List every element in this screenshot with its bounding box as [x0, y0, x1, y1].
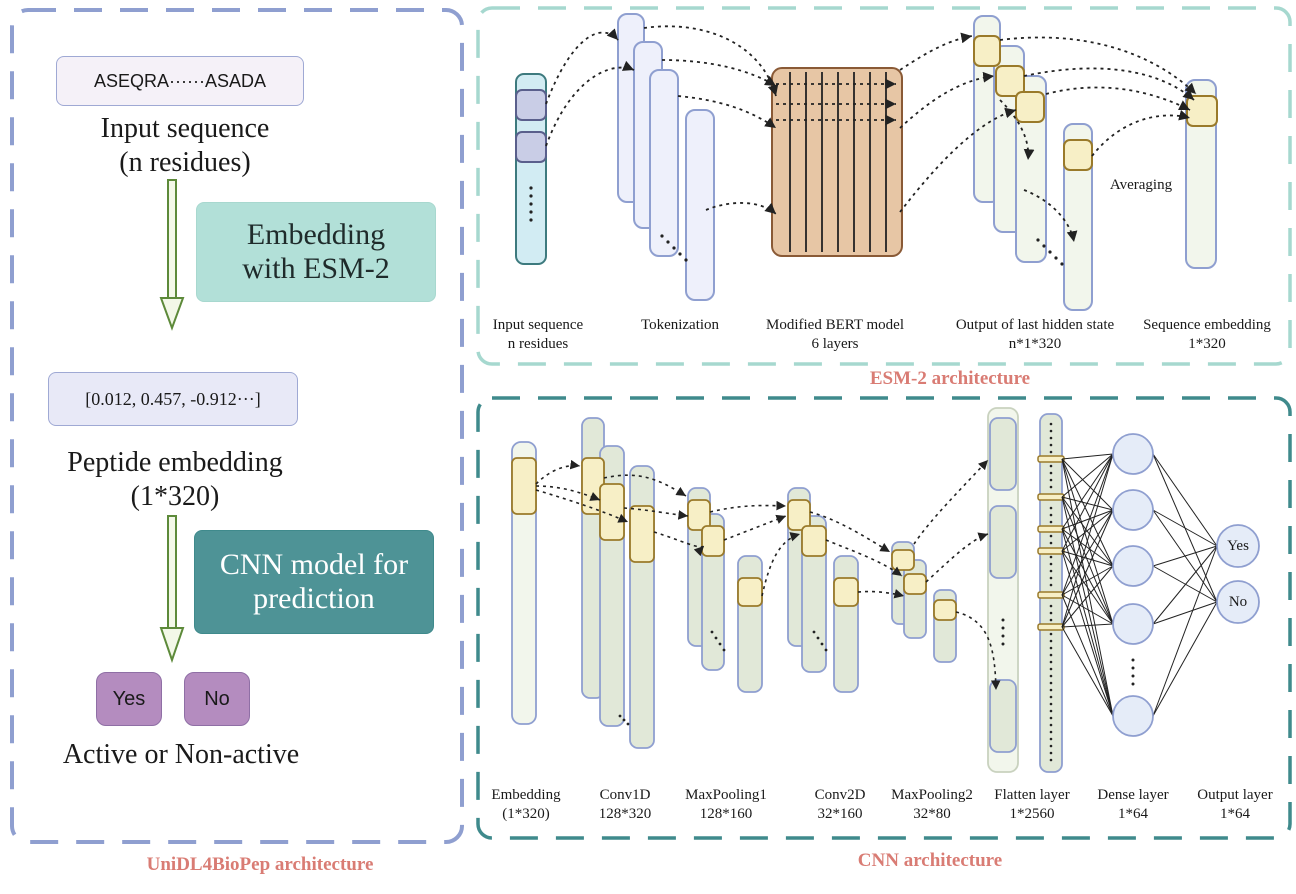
- cnn-panel-border: [476, 396, 1292, 840]
- esm-panel-border: [476, 6, 1292, 366]
- cnn-label-output: Output layer 1*64: [1197, 787, 1273, 822]
- esm-title: ESM-2 architecture: [869, 368, 1031, 389]
- cnn-dense-neurons: [1112, 433, 1154, 737]
- esm-label-sequence-embedding: Sequence embedding 1*320: [1143, 317, 1271, 352]
- esm-label-input: Input sequence n residues: [492, 317, 584, 352]
- cnn-output-no: No: [1228, 594, 1248, 610]
- peptide-vector-box: [0.012, 0.457, -0.912···]: [48, 372, 298, 426]
- result-caption: Active or Non-active: [62, 739, 300, 770]
- esm-label-bert: Modified BERT model 6 layers: [766, 317, 904, 352]
- cnn-label-flatten: Flatten layer 1*2560: [994, 787, 1070, 822]
- peptide-vector-text: [0.012, 0.457, -0.912···]: [85, 388, 261, 409]
- no-result-box: No: [184, 672, 250, 726]
- peptide-embedding-caption: Peptide embedding (1*320): [67, 447, 283, 512]
- cnn-model-box: CNN model for prediction: [194, 530, 434, 634]
- left-flow-arrow-1: [159, 179, 185, 331]
- input-sequence-text: ASEQRA······ASADA: [93, 70, 266, 91]
- esm-input-column: [515, 73, 547, 265]
- embedding-esm2-box: Embedding with ESM-2: [196, 202, 436, 302]
- esm-label-tokenization: Tokenization: [640, 317, 720, 333]
- cnn-label-dense: Dense layer 1*64: [1097, 787, 1169, 822]
- left-flow-arrow-2: [159, 515, 185, 664]
- left-panel-border: [10, 8, 464, 844]
- esm-averaging-label: Averaging: [1109, 177, 1173, 193]
- input-sequence-box: ASEQRA······ASADA: [56, 56, 304, 106]
- cnn-title: CNN architecture: [857, 850, 1003, 871]
- cnn-label-conv1d: Conv1D 128*320: [598, 787, 652, 822]
- input-sequence-caption: Input sequence (n residues): [100, 113, 270, 178]
- cnn-label-conv2d: Conv2D 32*160: [814, 787, 866, 822]
- esm-bert-block: [771, 67, 903, 257]
- yes-result-box: Yes: [96, 672, 162, 726]
- esm-label-hidden-state: Output of last hidden state n*1*320: [955, 317, 1115, 352]
- cnn-output-neurons: [1216, 524, 1260, 624]
- cnn-output-yes: Yes: [1227, 538, 1249, 554]
- cnn-label-embedding: Embedding (1*320): [491, 787, 561, 822]
- cnn-label-maxpool2: MaxPooling2 32*80: [891, 787, 973, 822]
- esm-token-columns: [617, 13, 715, 301]
- cnn-label-maxpool1: MaxPooling1 128*160: [685, 787, 767, 822]
- unidl4biopep-title: UniDL4BioPep architecture: [146, 854, 374, 875]
